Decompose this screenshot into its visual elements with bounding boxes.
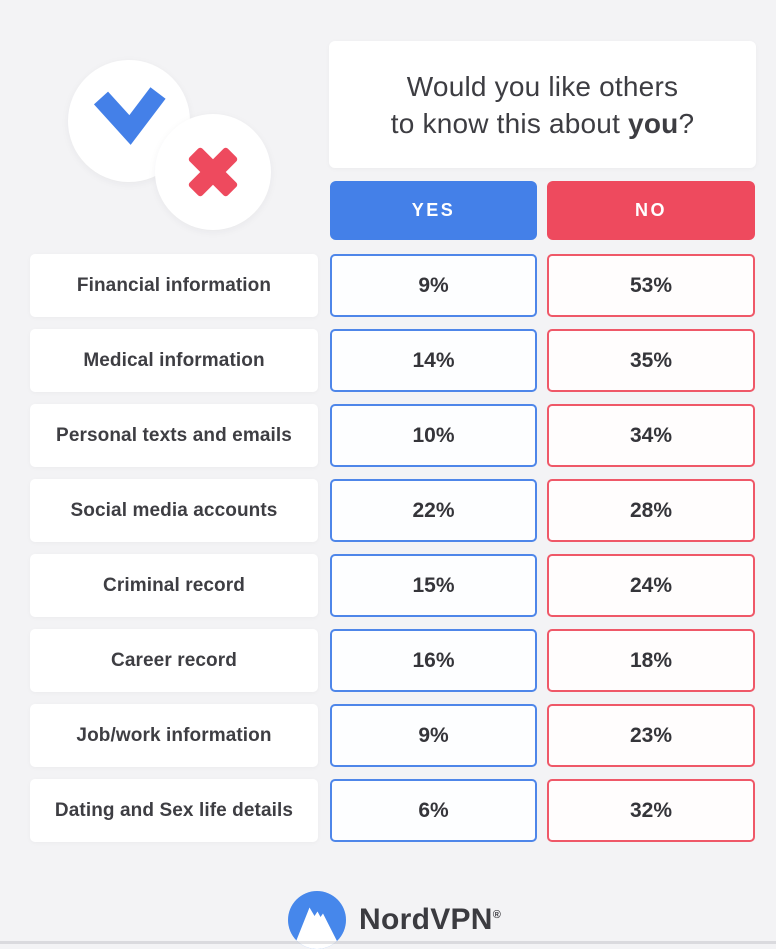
yes-percentage: 6%: [418, 798, 449, 822]
no-percentage: 53%: [629, 273, 673, 297]
no-value-cell: 18%: [547, 629, 755, 692]
yes-value-cell: 16%: [330, 629, 537, 692]
row-label: Criminal record: [30, 554, 318, 617]
cross-circle-badge: [155, 114, 271, 230]
table-row: Personal texts and emails 10% 34%: [0, 404, 776, 467]
column-header-no: NO: [547, 181, 755, 240]
row-label: Job/work information: [30, 704, 318, 767]
yes-value-cell: 9%: [330, 704, 537, 767]
no-value-cell: 32%: [547, 779, 755, 842]
no-percentage: 35%: [629, 348, 673, 372]
check-icon: [93, 87, 166, 145]
table-row: Financial information 9% 53%: [0, 254, 776, 317]
nordvpn-logo-icon: [288, 891, 346, 949]
registered-mark: ®: [492, 909, 502, 921]
row-label: Social media accounts: [30, 479, 318, 542]
yes-percentage: 22%: [412, 498, 455, 522]
yes-percentage: 9%: [418, 273, 449, 297]
cross-icon: [188, 147, 238, 197]
yes-percentage: 10%: [412, 423, 455, 447]
no-percentage: 34%: [629, 423, 673, 447]
table-row: Criminal record 15% 24%: [0, 554, 776, 617]
no-value-cell: 28%: [547, 479, 755, 542]
no-percentage: 28%: [629, 498, 673, 522]
no-value-cell: 23%: [547, 704, 755, 767]
bottom-edge-strip: [0, 941, 776, 944]
column-header-yes: YES: [330, 181, 537, 240]
yes-percentage: 16%: [412, 648, 455, 672]
table-row: Career record 16% 18%: [0, 629, 776, 692]
row-label: Career record: [30, 629, 318, 692]
row-label: Personal texts and emails: [30, 404, 318, 467]
yes-value-cell: 15%: [330, 554, 537, 617]
table-row: Medical information 14% 35%: [0, 329, 776, 392]
yes-percentage: 9%: [418, 723, 449, 747]
yes-percentage: 14%: [412, 348, 455, 372]
no-value-cell: 35%: [547, 329, 755, 392]
no-percentage: 24%: [629, 573, 673, 597]
yes-percentage: 15%: [412, 573, 455, 597]
title-emphasis: you: [628, 107, 679, 139]
title-line-1: Would you like others: [406, 70, 679, 102]
row-label: Dating and Sex life details: [30, 779, 318, 842]
row-label: Medical information: [30, 329, 318, 392]
brand-footer: NordVPN®: [288, 891, 501, 949]
table-row: Social media accounts 22% 28%: [0, 479, 776, 542]
check-circle-badge: [68, 60, 190, 182]
title-line-2: to know this about you?: [390, 107, 695, 139]
brand-name: NordVPN®: [359, 903, 502, 936]
no-percentage: 23%: [629, 723, 673, 747]
yes-value-cell: 14%: [330, 329, 537, 392]
no-value-cell: 24%: [547, 554, 755, 617]
table-row: Dating and Sex life details 6% 32%: [0, 779, 776, 842]
title-card: Would you like others to know this about…: [329, 41, 756, 168]
no-percentage: 18%: [629, 648, 673, 672]
yes-value-cell: 10%: [330, 404, 537, 467]
yes-value-cell: 9%: [330, 254, 537, 317]
no-value-cell: 53%: [547, 254, 755, 317]
row-label: Financial information: [30, 254, 318, 317]
results-table: Financial information 9% 53% Medical inf…: [0, 254, 776, 842]
no-percentage: 32%: [629, 798, 673, 822]
yes-value-cell: 22%: [330, 479, 537, 542]
yes-value-cell: 6%: [330, 779, 537, 842]
no-value-cell: 34%: [547, 404, 755, 467]
table-row: Job/work information 9% 23%: [0, 704, 776, 767]
